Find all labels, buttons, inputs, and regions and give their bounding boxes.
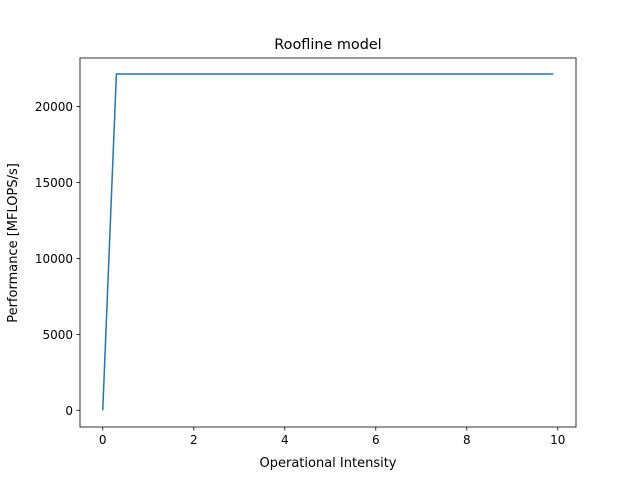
y-tick-label: 15000: [35, 176, 73, 190]
y-tick-label: 10000: [35, 252, 73, 266]
x-tick-label: 10: [550, 433, 565, 447]
x-tick-label: 0: [99, 433, 107, 447]
chart-title: Roofline model: [274, 37, 381, 53]
y-tick-label: 0: [65, 404, 73, 418]
x-tick-label: 2: [190, 433, 198, 447]
x-tick-label: 6: [372, 433, 380, 447]
x-tick-label: 8: [463, 433, 471, 447]
series-line-0: [102, 73, 554, 411]
tick-labels: 0 2 4 6 8 10 0 5000 10000 15000 20000: [35, 100, 566, 447]
plot-area: [79, 57, 577, 428]
x-tick-label: 4: [281, 433, 289, 447]
x-axis-label: Operational Intensity: [260, 456, 397, 471]
y-axis-label: Performance [MFLOPS/s]: [6, 163, 21, 323]
y-tick-label: 5000: [42, 328, 73, 342]
y-tick-label: 20000: [35, 100, 73, 114]
axes-frame: [79, 57, 577, 428]
